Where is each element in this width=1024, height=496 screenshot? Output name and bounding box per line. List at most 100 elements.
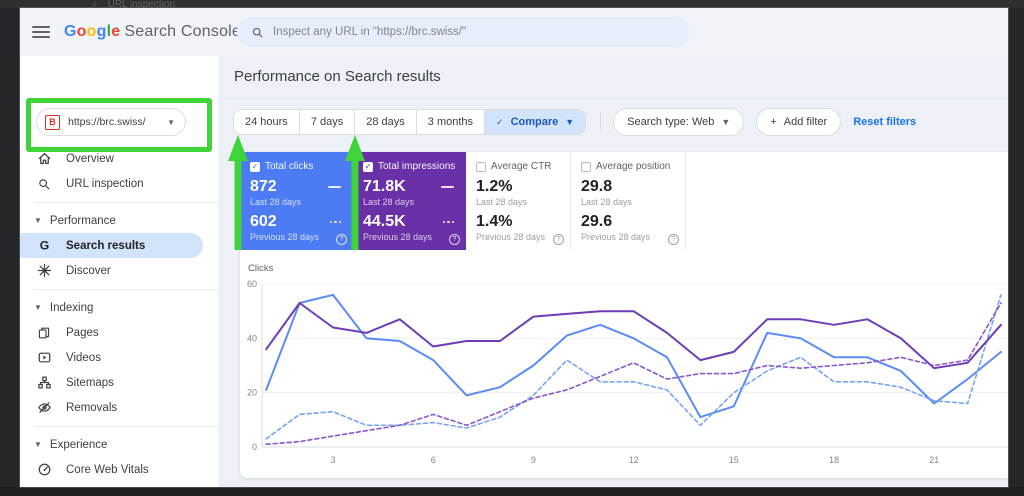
google-letter: g: [96, 23, 107, 40]
background-sliver: ⌕ URL inspection: [92, 0, 175, 8]
chevron-down-icon: ▼: [34, 303, 42, 312]
help-icon[interactable]: ?: [668, 234, 679, 245]
search-icon: [252, 27, 263, 37]
search-type-filter[interactable]: Search type: Web ▼: [613, 108, 745, 136]
metric-card-average-ctr[interactable]: Average CTR 1.2% Last 28 days 1.4% Previ…: [466, 152, 571, 250]
compare-label: Compare: [510, 116, 559, 128]
date-range-7-days[interactable]: 7 days: [298, 110, 354, 134]
property-selector[interactable]: B https://brc.swiss/ ▼: [36, 108, 186, 136]
checkbox-checked-icon[interactable]: ✓: [363, 161, 373, 172]
chevron-down-icon: ▼: [34, 216, 42, 225]
sidebar-item-discover[interactable]: Discover: [20, 258, 218, 283]
add-filter-label: Add filter: [783, 116, 828, 128]
sidebar-item-removals[interactable]: Removals: [20, 395, 218, 420]
sidebar-item-sitemaps[interactable]: Sitemaps: [20, 370, 218, 395]
x-tick-label: 15: [729, 455, 739, 465]
metric-current-period: Last 28 days: [476, 197, 528, 207]
sidebar-divider: [34, 426, 218, 427]
sidebar-item-label: Removals: [66, 401, 118, 414]
add-filter-button[interactable]: + Add filter: [756, 108, 842, 136]
property-url: https://brc.swiss/: [68, 116, 146, 128]
pages-icon: [36, 325, 52, 341]
google-letter: o: [76, 23, 87, 40]
sitemap-icon: [36, 375, 52, 391]
sidebar-item-overview[interactable]: Overview: [20, 146, 218, 171]
sidebar-section-label: Experience: [49, 438, 108, 451]
performance-chart: 0 20 40 60 3 6 9 12 15 18 21 Clicks: [247, 263, 1008, 465]
reset-filters-button[interactable]: Reset filters: [853, 116, 917, 128]
date-range-24-hours[interactable]: 24 hours: [245, 116, 288, 128]
sidebar-section-indexing[interactable]: ▼ Indexing: [20, 295, 218, 320]
metric-current-value: 1.2%: [476, 178, 513, 195]
metric-previous-period: Previous 28 days: [476, 232, 546, 242]
sidebar-item-pages[interactable]: Pages: [20, 320, 218, 345]
metric-label: Total clicks: [265, 161, 314, 172]
compare-toggle[interactable]: ✓ Compare ▼: [484, 110, 586, 134]
metric-card-total-clicks[interactable]: ✓ Total clicks 872 Last 28 days 602 Prev…: [240, 152, 353, 250]
checkbox-unchecked-icon[interactable]: [476, 161, 486, 172]
search-type-label: Search type: Web: [627, 116, 715, 128]
sidebar-divider: [34, 202, 218, 203]
date-range-3-months[interactable]: 3 months: [415, 110, 484, 134]
checkbox-checked-icon[interactable]: ✓: [250, 161, 260, 172]
metric-card-spacer: [686, 152, 1008, 250]
page-title: Performance on Search results: [234, 68, 441, 85]
sidebar-item-videos[interactable]: Videos: [20, 345, 218, 370]
help-icon[interactable]: ?: [449, 234, 460, 245]
google-letter: e: [111, 23, 121, 40]
sidebar-item-search-results[interactable]: G Search results: [20, 233, 203, 258]
sidebar-section-experience[interactable]: ▼ Experience: [20, 432, 218, 457]
checkbox-unchecked-icon[interactable]: [581, 161, 591, 172]
filter-separator: [600, 112, 602, 132]
date-range-segmented-control: 24 hours 7 days 28 days 3 months ✓ Compa…: [233, 109, 587, 135]
sidebar-item-label: Videos: [66, 351, 101, 364]
speedometer-icon: [36, 462, 52, 478]
sidebar-item-label: Sitemaps: [66, 376, 114, 389]
metric-label: Average position: [596, 161, 671, 172]
x-tick-label: 6: [431, 455, 436, 465]
eye-off-icon: [36, 400, 52, 416]
home-icon: [36, 151, 52, 167]
plus-icon: +: [770, 116, 777, 128]
background-sliver-text: URL inspection: [107, 0, 176, 8]
help-icon[interactable]: ?: [336, 234, 347, 245]
search-icon: [36, 176, 52, 192]
google-g-icon: G: [36, 238, 52, 254]
sidebar-nav: Overview URL inspection ▼ Performance G Searc…: [20, 146, 218, 487]
y-tick-label: 20: [247, 388, 257, 398]
x-tick-label: 9: [531, 455, 536, 465]
chart-area: 0 20 40 60 3 6 9 12 15 18 21 Clicks: [240, 258, 1008, 478]
sidebar-section-performance[interactable]: ▼ Performance: [20, 208, 218, 233]
menu-icon[interactable]: [32, 26, 50, 38]
app-logo[interactable]: Google Search Console: [64, 23, 241, 41]
sidebar-item-label: Overview: [66, 152, 114, 165]
property-favicon: B: [45, 114, 60, 130]
metric-current-period: Last 28 days: [581, 197, 633, 207]
sidebar-item-https[interactable]: HTTPS: [20, 482, 218, 487]
dashed-line-legend-icon: [329, 220, 341, 224]
metric-card-total-impressions[interactable]: ✓ Total impressions 71.8K Last 28 days 4…: [353, 152, 466, 250]
metric-current-value: 71.8K: [363, 178, 406, 195]
metric-previous-period: Previous 28 days: [581, 232, 651, 242]
series-total-impressions-last-28-days-scaled-to-clicks-axis: [265, 302, 1002, 370]
svg-text:G: G: [39, 239, 48, 253]
url-inspect-input[interactable]: Inspect any URL in "https://brc.swiss/": [237, 17, 690, 47]
chevron-down-icon: ▼: [565, 117, 575, 127]
series-total-impressions-previous-28-days-scaled-to-clicks-axis: [265, 302, 1002, 446]
x-tick-label: 3: [330, 455, 335, 465]
help-icon[interactable]: ?: [553, 234, 564, 245]
metric-card-average-position[interactable]: Average position 29.8 Last 28 days 29.6 …: [571, 152, 686, 250]
sidebar-item-url-inspection[interactable]: URL inspection: [20, 171, 218, 196]
dimmed-background-bottom: [0, 487, 1024, 496]
title-divider: [218, 98, 1008, 99]
google-letter: l: [106, 23, 112, 40]
sidebar-item-core-web-vitals[interactable]: Core Web Vitals: [20, 457, 218, 482]
search-icon: ⌕: [92, 0, 98, 8]
sidebar-item-label: Discover: [66, 264, 111, 277]
metric-current-value: 872: [250, 178, 277, 195]
solid-line-legend-icon: [328, 185, 341, 189]
x-tick-label: 12: [629, 455, 639, 465]
check-icon: ✓: [496, 116, 504, 127]
date-range-28-days[interactable]: 28 days: [354, 110, 416, 134]
search-console-window: Google Search Console Inspect any URL in …: [20, 8, 1008, 487]
